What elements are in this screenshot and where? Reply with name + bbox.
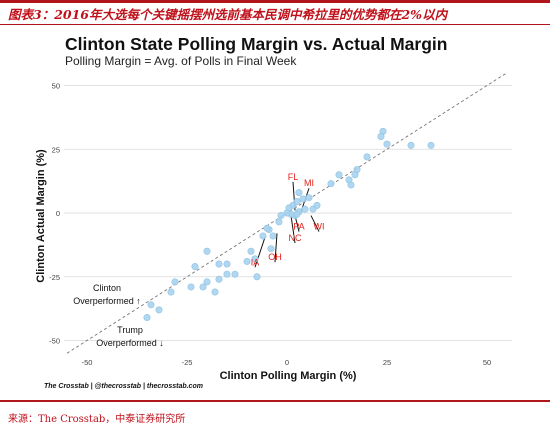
data-point: [203, 247, 211, 255]
scatter-plot: FL MI PA WI NC IA OH 50 25 0 -25 -50 -50 -25 0 25 50 Cl…: [35, 72, 512, 382]
bottom-rule: [0, 400, 550, 402]
y-tick-label: 50: [52, 82, 60, 91]
data-point: [223, 270, 231, 278]
y-tick-label: -25: [49, 273, 60, 282]
data-point: [305, 194, 313, 202]
data-point: [263, 224, 271, 232]
data-point: [143, 314, 151, 322]
state-label-pa: PA: [293, 222, 304, 232]
state-label-oh: OH: [268, 252, 282, 262]
data-point: [247, 247, 255, 255]
x-tick-label: 0: [285, 358, 289, 367]
data-point: [293, 210, 301, 218]
annotation-layer: Clinton Overperformed ↑ Trump Overperformed…: [73, 283, 164, 348]
state-label-fl: FL: [288, 172, 299, 182]
state-label-nc: NC: [289, 233, 302, 243]
trump-overperformed-annotation: Trump Overperformed ↓: [96, 325, 164, 348]
data-point: [295, 189, 303, 197]
top-rule: [0, 0, 550, 3]
data-point: [363, 153, 371, 161]
data-point: [215, 275, 223, 283]
data-point: [199, 283, 207, 291]
y-tick-label: -50: [49, 337, 60, 346]
point-layer: [143, 127, 435, 322]
data-point: [191, 263, 199, 271]
state-label-layer: FL MI PA WI NC IA OH: [251, 172, 325, 267]
data-point: [167, 288, 175, 296]
data-point: [327, 180, 335, 188]
x-tick-label: 25: [383, 358, 391, 367]
chart-subtitle: Polling Margin = Avg. of Polls in Final …: [65, 54, 297, 68]
state-label-wi: WI: [314, 222, 325, 232]
y-tick-label: 25: [52, 145, 60, 154]
tick-layer: 50 25 0 -25 -50 -50 -25 0 25 50: [49, 82, 491, 368]
data-point: [211, 288, 219, 296]
y-axis-label: Clinton Actual Margin (%): [35, 149, 47, 283]
data-point: [215, 260, 223, 268]
leader-line-oh: [274, 233, 278, 263]
data-point: [301, 205, 309, 213]
data-point: [231, 270, 239, 278]
state-label-mi: MI: [304, 178, 314, 188]
data-point: [155, 306, 163, 314]
data-point: [427, 141, 435, 149]
data-point: [377, 133, 385, 141]
x-tick-label: -50: [82, 358, 93, 367]
x-axis-label: Clinton Polling Margin (%): [220, 370, 357, 382]
data-point: [267, 245, 275, 253]
caption-rule: [0, 24, 550, 25]
data-point: [335, 171, 343, 179]
figure-caption: 图表3：2016年大选每个关键摇摆州选前基本民调中希拉里的优势都在2%以内: [8, 7, 448, 22]
leader-line-wi: [310, 215, 320, 232]
x-tick-label: -25: [182, 358, 193, 367]
data-point: [309, 205, 317, 213]
state-label-ia: IA: [251, 257, 260, 267]
data-point: [283, 209, 291, 217]
leader-line-ia: [254, 237, 266, 268]
data-point: [407, 141, 415, 149]
data-point: [277, 212, 285, 220]
data-point: [243, 257, 251, 265]
data-point: [351, 171, 359, 179]
data-point: [171, 278, 179, 286]
data-point: [269, 232, 277, 240]
data-point: [223, 260, 231, 268]
grid-layer: [64, 85, 512, 341]
data-point: [147, 301, 155, 309]
clinton-overperformed-annotation: Clinton Overperformed ↑: [73, 283, 141, 306]
x-tick-label: 50: [483, 358, 491, 367]
data-point: [383, 140, 391, 148]
data-point: [275, 218, 283, 226]
chart-title: Clinton State Polling Margin vs. Actual …: [65, 34, 448, 54]
data-point: [187, 283, 195, 291]
y-tick-label: 0: [56, 209, 60, 218]
leader-line-nc: [290, 215, 296, 244]
data-point: [251, 255, 259, 263]
data-point: [299, 195, 307, 203]
chart-credit: The Crosstab | @thecrosstab | thecrossta…: [44, 383, 203, 390]
data-point: [253, 273, 261, 281]
data-point: [203, 278, 211, 286]
data-point: [347, 181, 355, 189]
data-point: [259, 232, 267, 240]
source-note: 来源：The Crosstab，中泰证券研究所: [8, 414, 186, 425]
